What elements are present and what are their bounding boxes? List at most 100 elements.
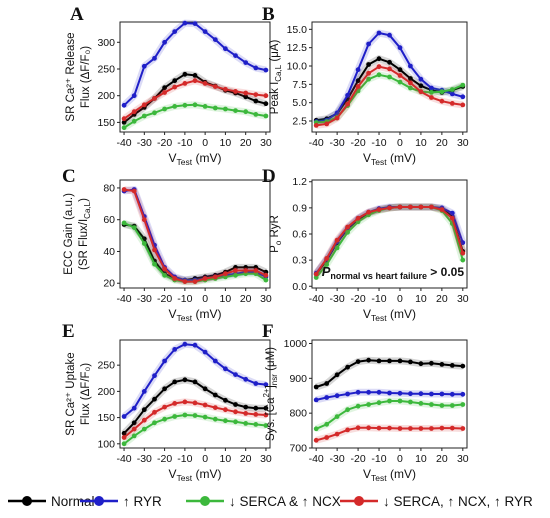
data-point	[263, 423, 269, 428]
data-point	[418, 401, 424, 406]
data-point	[449, 91, 455, 97]
data-point	[223, 106, 228, 112]
data-point	[355, 389, 361, 395]
x-tick-label: 20	[240, 453, 252, 465]
data-point	[121, 435, 127, 440]
data-point	[253, 412, 259, 417]
x-tick-label: -40	[116, 293, 131, 305]
data-point	[334, 237, 340, 243]
data-point	[355, 219, 361, 225]
data-point	[263, 113, 269, 119]
data-point	[192, 342, 198, 348]
data-point	[397, 67, 403, 73]
data-point	[439, 362, 445, 367]
x-tick-label: -30	[330, 453, 345, 465]
data-point	[387, 398, 392, 404]
data-point	[345, 224, 350, 230]
data-point	[439, 403, 445, 408]
data-point	[121, 120, 127, 125]
data-point	[376, 30, 382, 36]
data-point	[376, 400, 382, 406]
data-point	[121, 116, 127, 122]
panel-a: A -40 -30 -20 -10 0 10 20 30 150 200 250 300 VTest (m…	[65, 4, 272, 167]
x-axis-label: VTest (mV)	[363, 307, 416, 323]
data-point	[182, 20, 188, 26]
data-point	[429, 204, 434, 210]
data-point	[334, 115, 340, 121]
data-point	[192, 279, 198, 284]
data-point	[253, 405, 259, 411]
data-point	[212, 37, 218, 42]
data-point	[192, 21, 198, 26]
panel-letter: B	[262, 4, 275, 25]
data-point	[243, 268, 249, 273]
data-point	[366, 41, 371, 47]
x-tick-label: 30	[260, 453, 272, 465]
data-point	[449, 403, 455, 408]
y-tick-label: 200	[97, 90, 115, 102]
data-point	[376, 72, 382, 78]
y-tick-label: 0.6	[292, 229, 307, 241]
y-tick-label: 0.9	[292, 202, 307, 214]
data-point	[429, 85, 434, 91]
y-tick-label: 150	[97, 412, 115, 424]
x-tick-label: -10	[177, 453, 192, 465]
x-tick-label: 30	[260, 293, 272, 305]
data-point	[223, 366, 228, 372]
data-point	[345, 427, 350, 433]
x-tick-label: -10	[177, 137, 192, 149]
x-tick-label: -30	[330, 293, 345, 305]
y-tick-label: 20	[103, 278, 115, 290]
legend-swatch-marker	[354, 496, 364, 506]
data-point	[397, 204, 403, 210]
x-tick-label: -20	[157, 137, 172, 149]
data-point	[152, 420, 157, 426]
data-point	[253, 65, 259, 71]
y-tick-label: 0.3	[292, 255, 307, 267]
data-point	[131, 420, 137, 426]
data-point	[243, 90, 249, 96]
data-point	[141, 113, 147, 119]
data-point	[449, 363, 455, 368]
data-point	[223, 271, 228, 277]
data-point	[334, 245, 340, 251]
x-tick-label: 10	[415, 453, 427, 465]
legend-label: ↓ SERCA & ↑ NCX	[229, 494, 341, 509]
data-point	[355, 67, 361, 73]
x-tick-label: -20	[157, 293, 172, 305]
legend-swatch-marker	[22, 496, 32, 506]
data-point	[263, 412, 269, 418]
y-tick-label: 100	[97, 438, 115, 450]
data-point	[182, 102, 188, 108]
legend-label: Normal	[51, 494, 95, 509]
data-point	[202, 414, 208, 420]
data-point	[387, 425, 392, 431]
y-tick-label: 2.5	[292, 116, 307, 128]
y-tick-label: 5.0	[292, 97, 307, 109]
y-tick-label: 60	[103, 214, 115, 226]
data-point	[162, 39, 168, 45]
data-point	[141, 63, 147, 69]
y-axis-label: Sys. [Ca2+]nsr (μM)	[262, 347, 279, 441]
x-tick-label: 30	[260, 137, 272, 149]
y-tick-label: 40	[103, 246, 115, 258]
data-point	[324, 262, 330, 267]
data-point	[376, 389, 382, 395]
data-point	[162, 358, 168, 364]
data-point	[449, 87, 455, 92]
data-point	[182, 81, 188, 86]
data-point	[162, 416, 168, 422]
data-point	[233, 372, 238, 377]
data-point	[121, 220, 127, 226]
data-point	[182, 412, 188, 418]
legend-entry: ↓ SERCA, ↑ NCX, ↑ RYR	[340, 494, 533, 509]
y-tick-label: 900	[289, 373, 307, 385]
data-point	[460, 94, 466, 100]
x-tick-label: -30	[137, 293, 152, 305]
x-tick-label: 0	[397, 453, 403, 465]
data-point	[439, 391, 445, 397]
data-point	[131, 109, 137, 115]
data-point	[418, 89, 424, 95]
x-tick-label: 20	[240, 293, 252, 305]
